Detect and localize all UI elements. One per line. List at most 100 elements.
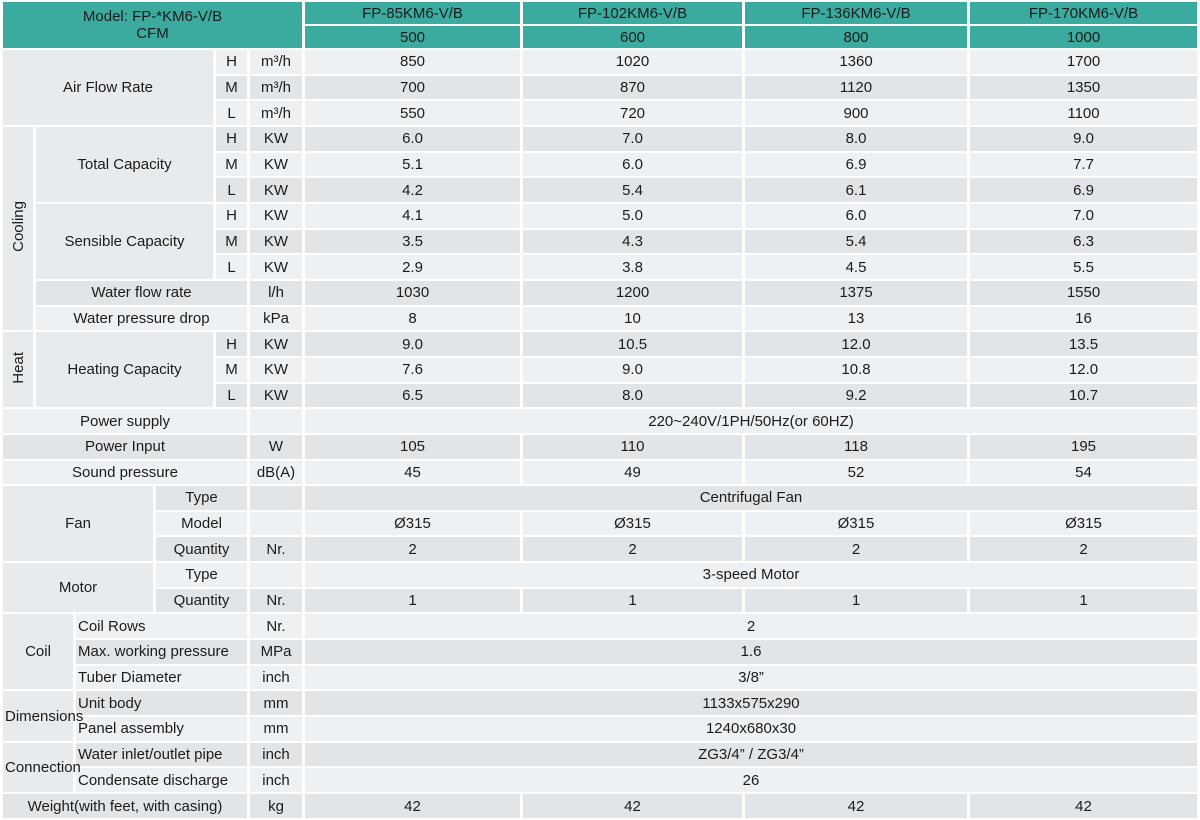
row-sub-label: Type [156, 486, 247, 510]
speed-level-label: H [216, 50, 247, 74]
unit-label [250, 486, 302, 510]
value-cell: 2 [523, 537, 742, 562]
row-sub-label: Type [156, 563, 247, 587]
value-cell: 3.5 [305, 229, 520, 254]
cfm-value-cell: 800 [745, 26, 967, 48]
value-cell: 8.0 [523, 383, 742, 408]
row-label: Power Input [3, 434, 247, 459]
value-cell: 6.0 [523, 152, 742, 177]
value-cell: 4.3 [523, 229, 742, 254]
table-row: Coil Coil Rows Nr. 2 [3, 614, 1197, 690]
table-row: Model Ø315 Ø315 Ø315 Ø315 [3, 511, 1197, 536]
speed-level-label: H [216, 203, 247, 228]
value-cell: 9.0 [970, 126, 1197, 151]
table-row: Sound pressure dB(A) 45 49 52 54 [3, 460, 1197, 485]
value-cell: 2.9 [305, 255, 520, 279]
table-row: Water flow rate l/h 1030 1200 1375 1550 [3, 280, 1197, 305]
unit-label: mm [250, 691, 302, 716]
value-cell: 52 [745, 460, 967, 485]
speed-level-label: L [216, 178, 247, 202]
unit-label: KW [250, 357, 302, 382]
value-cell: 118 [745, 434, 967, 459]
unit-label: KW [250, 383, 302, 408]
value-cell: 6.9 [745, 152, 967, 177]
unit-label: KW [250, 203, 302, 228]
value-cell: 7.0 [970, 203, 1197, 228]
span-value-cell: 220~240V/1PH/50Hz(or 60HZ) [305, 409, 1197, 433]
value-cell: 12.0 [970, 357, 1197, 382]
unit-label: l/h [250, 280, 302, 305]
table-row: Power Input W 105 110 118 195 [3, 434, 1197, 459]
table-row: L KW 2.9 3.8 4.5 5.5 [3, 255, 1197, 279]
value-cell: 10.8 [745, 357, 967, 382]
unit-label [250, 511, 302, 536]
value-cell: 13.5 [970, 332, 1197, 356]
row-label: Heating Capacity [36, 332, 213, 408]
value-cell: 6.3 [970, 229, 1197, 254]
value-cell: 8 [305, 306, 520, 331]
value-cell: 42 [745, 794, 967, 818]
value-cell: 5.0 [523, 203, 742, 228]
table-row: Water pressure drop kPa 8 10 13 16 [3, 306, 1197, 331]
row-label: Max. working pressure [76, 640, 247, 664]
table-row: M KW 7.6 9.0 10.8 12.0 [3, 357, 1197, 382]
row-label: Water pressure drop [36, 306, 247, 331]
value-cell: 4.2 [305, 178, 520, 202]
table-row: Connection Water inlet/outlet pipe inch … [3, 742, 1197, 793]
value-cell: 49 [523, 460, 742, 485]
value-cell: 5.4 [745, 229, 967, 254]
value-cell: 900 [745, 101, 967, 125]
unit-label: inch [250, 742, 302, 767]
table-row: Air Flow Rate H m³/h 850 1020 1360 1700 [3, 50, 1197, 125]
cfm-label: CFM [136, 25, 169, 42]
unit-label: inch [250, 665, 302, 690]
table-row: Weight(with feet, with casing) kg 42 42 … [3, 794, 1197, 818]
table-row: Dimensions Unit body mm 1133x575x290 [3, 691, 1197, 741]
value-cell: 10 [523, 306, 742, 331]
unit-label: KW [250, 126, 302, 151]
table-row: Quantity Nr. 2 2 2 2 [3, 537, 1197, 562]
value-cell: 9.2 [745, 383, 967, 408]
table-row: Power supply 220~240V/1PH/50Hz(or 60HZ) [3, 409, 1197, 433]
unit-label: dB(A) [250, 460, 302, 485]
value-cell: 2 [305, 537, 520, 562]
unit-label: Nr. [250, 588, 302, 613]
unit-label: KW [250, 255, 302, 279]
unit-label: MPa [250, 640, 302, 664]
model-column-header: FP-136KM6-V/B [745, 2, 967, 24]
value-cell: 10.7 [970, 383, 1197, 408]
speed-level-label: M [216, 357, 247, 382]
value-cell: 7.7 [970, 152, 1197, 177]
value-cell: 16 [970, 306, 1197, 331]
value-cell: 720 [523, 101, 742, 125]
span-value-cell: 1240x680x30 [305, 717, 1197, 741]
row-label: Tuber Diameter [76, 665, 247, 690]
value-cell: 7.0 [523, 126, 742, 151]
table-row: Fan Type Centrifugal Fan [3, 486, 1197, 562]
table-row: Sensible Capacity H KW 4.1 5.0 6.0 7.0 [3, 203, 1197, 279]
span-value-cell: Centrifugal Fan [305, 486, 1197, 510]
value-cell: 45 [305, 460, 520, 485]
group-label-heat: Heat [3, 332, 33, 408]
row-label: Water inlet/outlet pipe [76, 742, 247, 767]
table-row: L m³/h 550 720 900 1100 [3, 101, 1197, 125]
value-cell: 110 [523, 434, 742, 459]
row-label: Water flow rate [36, 280, 247, 305]
unit-label: m³/h [250, 50, 302, 74]
table-row: Max. working pressure MPa 1.6 [3, 640, 1197, 664]
unit-label: Nr. [250, 537, 302, 562]
row-sub-label: Quantity [156, 588, 247, 613]
row-label: Sensible Capacity [36, 203, 213, 279]
value-cell: 4.5 [745, 255, 967, 279]
value-cell: 550 [305, 101, 520, 125]
unit-label: KW [250, 332, 302, 356]
value-cell: 1550 [970, 280, 1197, 305]
speed-level-label: L [216, 101, 247, 125]
value-cell: 6.1 [745, 178, 967, 202]
value-cell: 1120 [745, 75, 967, 100]
table-row: M KW 3.5 4.3 5.4 6.3 [3, 229, 1197, 254]
value-cell: 12.0 [745, 332, 967, 356]
cfm-value-cell: 600 [523, 26, 742, 48]
speed-level-label: M [216, 229, 247, 254]
row-label: Total Capacity [36, 126, 213, 202]
